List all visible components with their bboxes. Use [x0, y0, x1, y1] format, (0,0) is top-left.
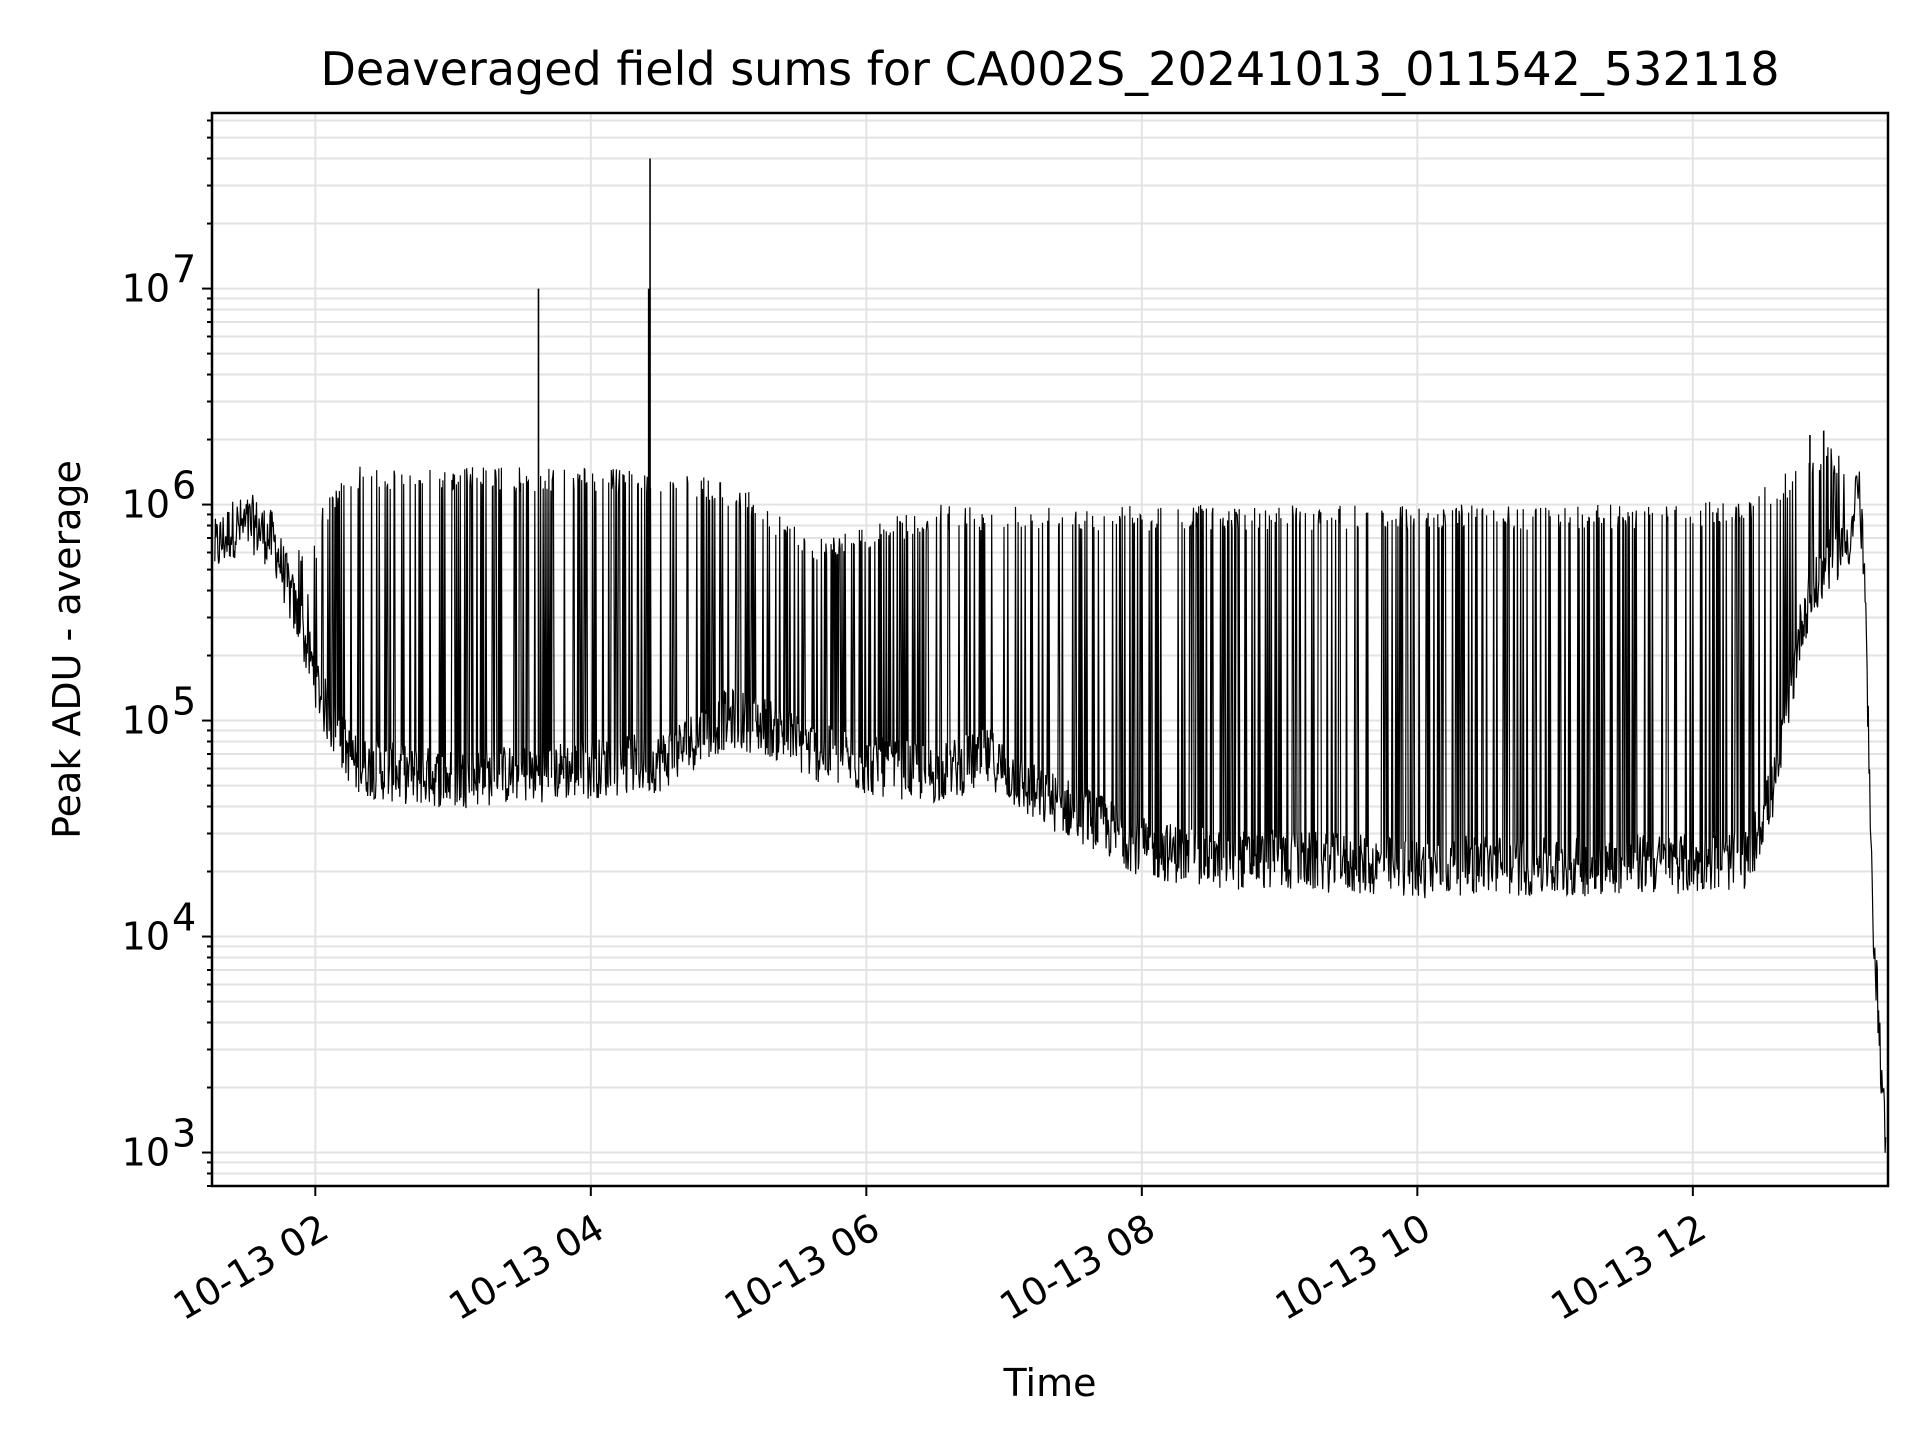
- y-tick-exponent: 4: [172, 896, 196, 940]
- x-tick-label: 10-13 08: [992, 1205, 1162, 1329]
- grid: [212, 113, 1888, 1187]
- x-tick-label: 10-13 12: [1543, 1205, 1713, 1329]
- y-tick-label: 10: [122, 699, 170, 743]
- y-tick-exponent: 7: [172, 248, 196, 292]
- y-tick-label: 10: [122, 915, 170, 959]
- series-layer: [214, 158, 1887, 1153]
- chart-title: Deaveraged field sums for CA002S_2024101…: [320, 42, 1779, 96]
- y-tick-exponent: 3: [172, 1112, 196, 1156]
- y-tick-label: 10: [122, 1131, 170, 1175]
- y-axis-label: Peak ADU - average: [45, 460, 89, 839]
- plot-area: [214, 158, 1887, 1153]
- y-tick-exponent: 6: [172, 464, 196, 508]
- x-tick-label: 10-13 04: [441, 1205, 611, 1329]
- x-tick-label: 10-13 10: [1268, 1205, 1438, 1329]
- x-tick-label: 10-13 02: [166, 1205, 336, 1329]
- y-tick-exponent: 5: [172, 680, 196, 724]
- plot-frame: [210, 111, 1890, 1188]
- y-tick-label: 10: [122, 483, 170, 527]
- x-tick-label: 10-13 06: [717, 1205, 887, 1329]
- series-line: [214, 447, 1887, 1153]
- x-axis-label: Time: [1003, 1361, 1097, 1405]
- y-tick-label: 10: [122, 267, 170, 311]
